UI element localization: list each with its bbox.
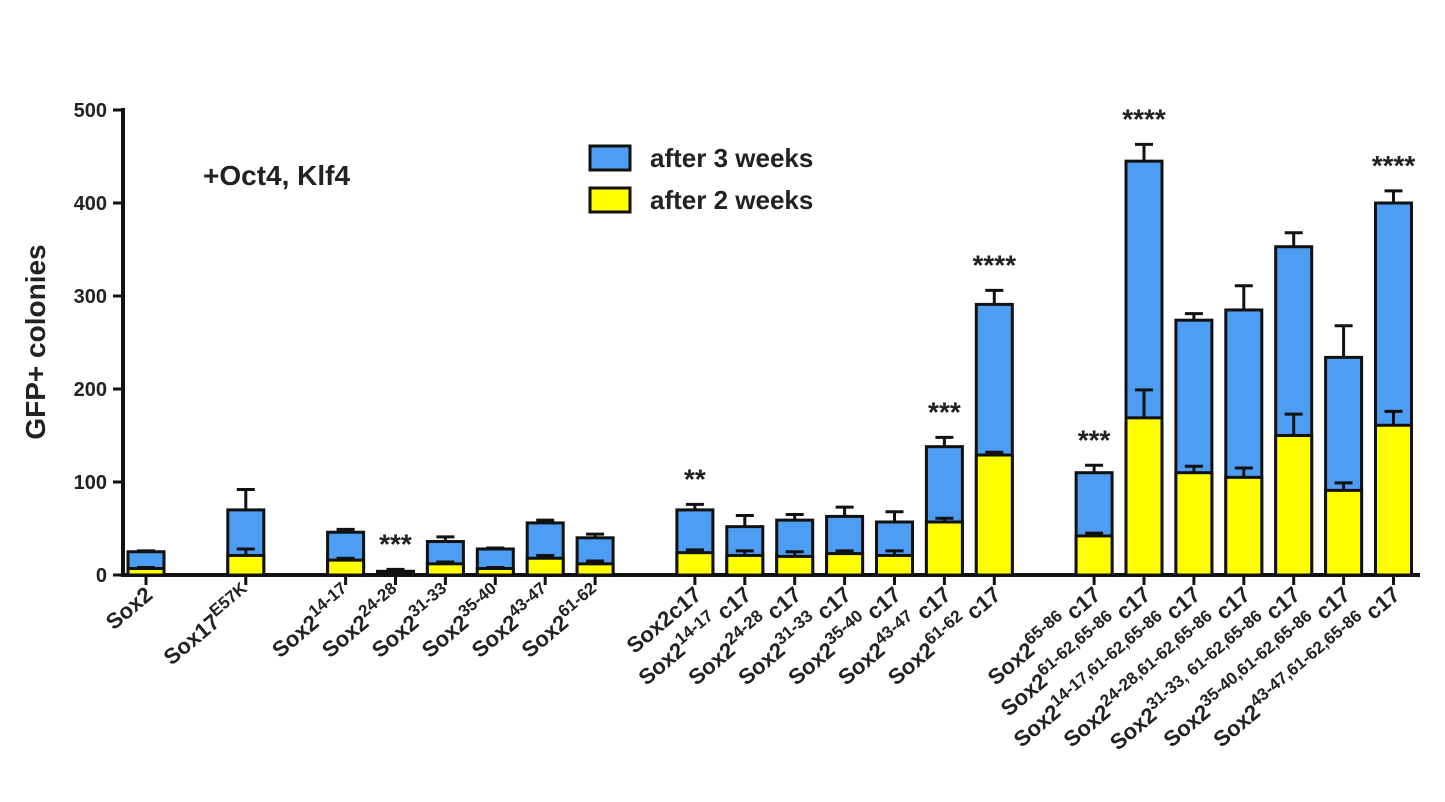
bar: [875, 553, 914, 577]
bar: [475, 566, 515, 577]
y-tick-label: 100: [74, 472, 107, 494]
bar: [326, 558, 366, 577]
label-sup: 43-47: [504, 578, 550, 621]
bar: [825, 552, 865, 577]
y-axis-label: GFP+ colonies: [20, 244, 51, 439]
bar: [575, 562, 615, 577]
bar: [1174, 471, 1214, 577]
y-tick-label: 400: [74, 193, 107, 215]
bar: [924, 520, 964, 577]
bar: [675, 551, 715, 577]
bar: [1324, 488, 1364, 577]
x-tick-label: Sox2: [101, 582, 157, 635]
legend-label: after 3 weeks: [650, 143, 813, 173]
significance: ***: [928, 396, 961, 427]
legend-label: after 2 weeks: [650, 185, 813, 215]
bar: [226, 553, 266, 577]
y-tick-label: 300: [74, 286, 107, 308]
bar: [525, 556, 565, 577]
label-sup: 35-40: [454, 578, 500, 621]
label-sup: 61-62: [554, 578, 600, 621]
significance: ***: [1078, 424, 1111, 455]
legend-swatch: [588, 144, 632, 172]
label-sup: 14-17: [305, 578, 351, 621]
label-text: Sox17: [159, 609, 225, 670]
bar: [1224, 475, 1264, 577]
bar: [126, 566, 166, 577]
bar: [1274, 434, 1314, 577]
annotation: +Oct4, Klf4: [203, 160, 350, 191]
bar: [376, 570, 415, 577]
significance: ****: [1122, 103, 1166, 134]
significance: ****: [1372, 150, 1416, 181]
bar: [725, 553, 765, 577]
label-sup: E57K: [205, 578, 250, 620]
significance: ****: [973, 249, 1017, 280]
bar: [1374, 423, 1413, 577]
bar: [775, 554, 815, 577]
bar: [1124, 416, 1164, 577]
label-sup: 24-28: [354, 578, 400, 621]
bar: [425, 562, 465, 577]
label-text: Sox2: [101, 582, 157, 635]
y-tick-label: 0: [96, 565, 107, 587]
label-sup: 31-33: [404, 578, 450, 621]
significance: **: [684, 463, 706, 494]
y-tick-label: 500: [74, 100, 107, 122]
x-tick-label: Sox17E57K: [156, 578, 258, 670]
y-tick-label: 200: [74, 379, 107, 401]
bar: [1074, 534, 1114, 577]
bar: [974, 453, 1014, 577]
significance: ***: [379, 528, 412, 559]
legend-swatch: [588, 186, 632, 214]
